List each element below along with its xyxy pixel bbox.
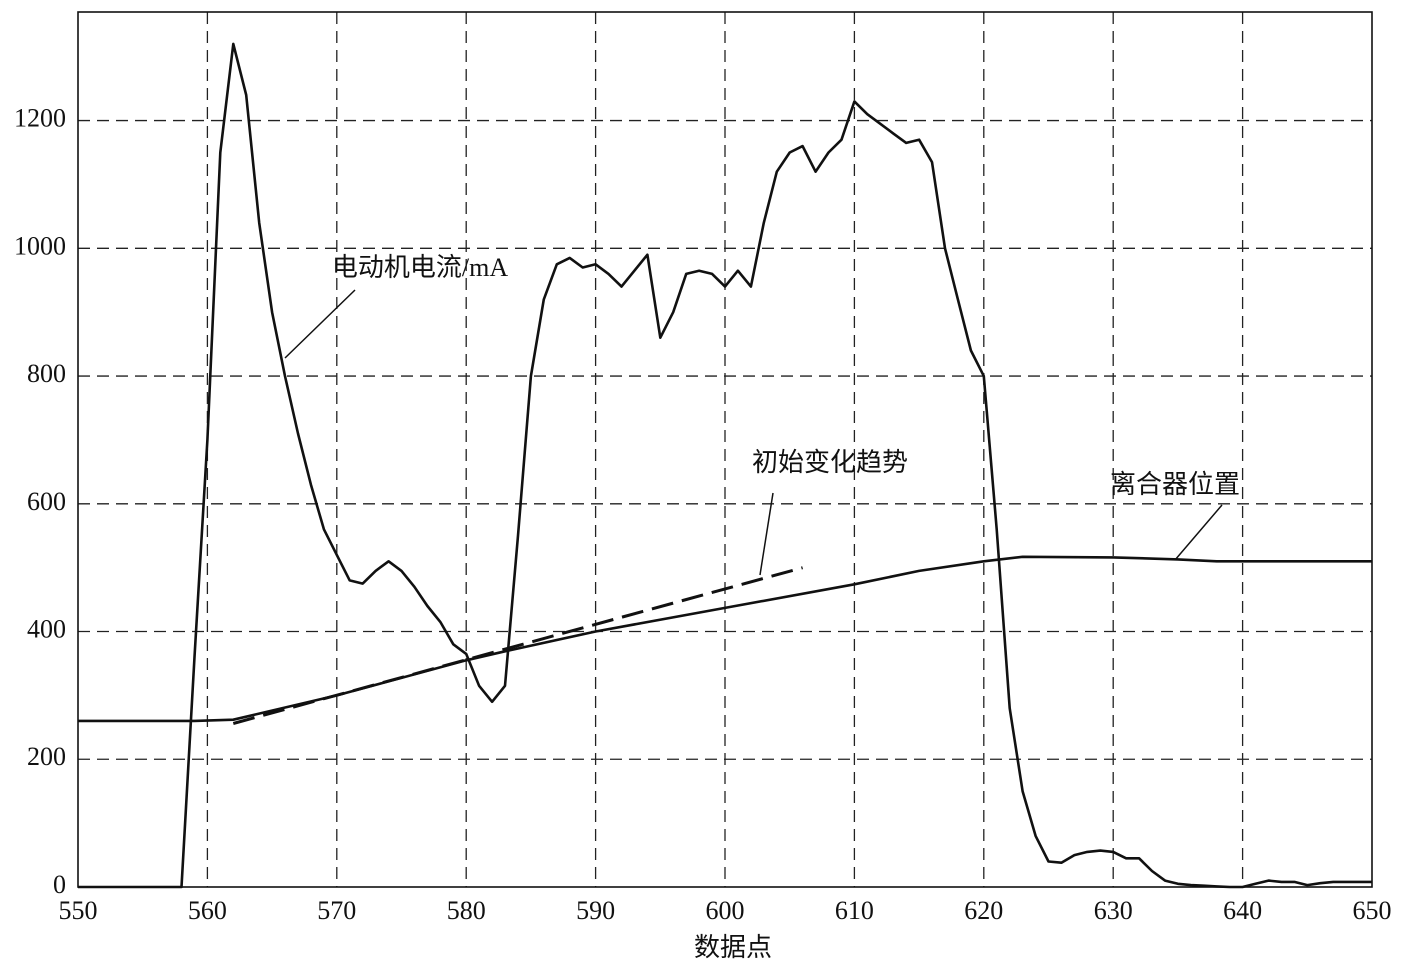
x-tick-label: 650 [1353,896,1392,925]
series-annotation: 初始变化趋势 [752,448,908,477]
y-tick-label: 400 [27,614,66,643]
leader-line [759,492,774,576]
series-line [78,555,1372,723]
y-tick-label: 600 [27,487,66,516]
x-tick-label: 580 [447,896,486,925]
x-tick-label: 620 [964,896,1003,925]
y-tick-label: 200 [27,742,66,771]
y-tick-label: 1000 [14,231,66,260]
x-tick-label: 550 [59,896,98,925]
y-tick-label: 0 [53,870,66,899]
x-tick-label: 600 [706,896,745,925]
x-tick-label: 630 [1094,896,1133,925]
x-tick-label: 570 [317,896,356,925]
series-annotation: 电动机电流/mA [332,253,508,282]
x-tick-label: 590 [576,896,615,925]
series-annotation: 离合器位置 [1110,470,1240,499]
x-tick-label: 560 [188,896,227,925]
plot-frame [77,11,1373,888]
y-tick-label: 800 [27,359,66,388]
x-tick-label: 640 [1223,896,1262,925]
series-line [232,566,803,725]
leader-line [1174,504,1223,561]
series-line [78,42,1372,889]
y-tick-label: 1200 [14,104,66,133]
leader-line [284,289,356,359]
x-axis-label: 数据点 [694,933,772,962]
x-tick-label: 610 [835,896,874,925]
